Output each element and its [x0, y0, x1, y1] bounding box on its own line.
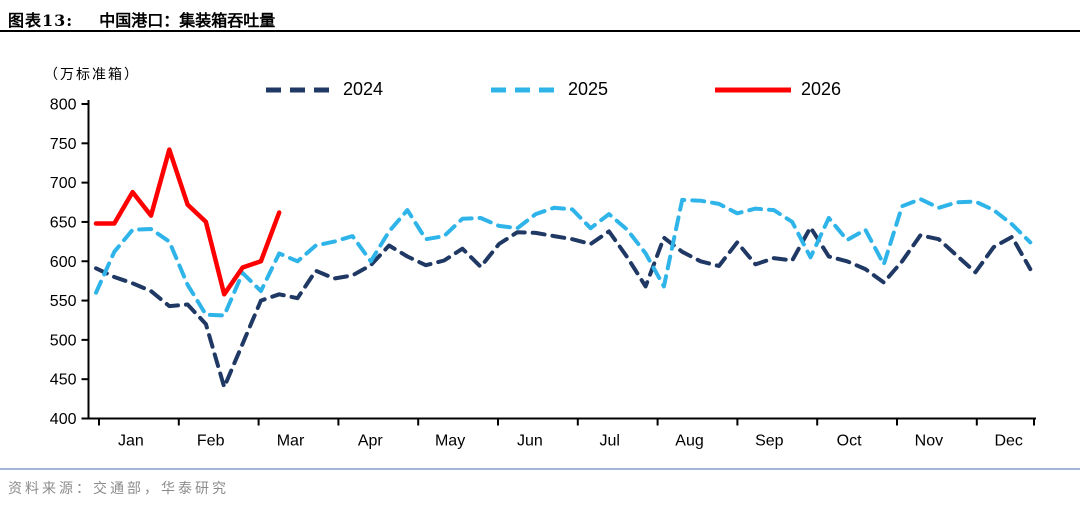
x-tick-label: Feb — [197, 433, 225, 450]
legend-label-2025: 2025 — [567, 79, 609, 99]
chart-axes: 800 750 700 650 600 550 500 450 400 Jan Feb Mar Apr M… — [50, 97, 1036, 450]
x-tick-label: Oct — [837, 433, 862, 450]
x-tick-label: Jan — [118, 433, 144, 450]
legend-item-2026: 2026 — [713, 79, 841, 100]
x-tick-label: May — [435, 433, 465, 450]
y-tick-label: 550 — [50, 293, 77, 310]
title-divider — [0, 30, 1080, 32]
series-line-2026 — [93, 147, 282, 297]
x-tick-label: Sep — [755, 433, 784, 450]
chart-series — [93, 147, 1033, 390]
footer-divider — [0, 468, 1080, 470]
series-line-2024 — [94, 225, 1033, 390]
y-tick-label: 750 — [50, 136, 77, 153]
y-tick-label: 800 — [50, 97, 77, 114]
y-tick-label: 600 — [50, 254, 77, 271]
figure-title-text: 中国港口：集装箱吞吐量 — [99, 11, 276, 30]
figure-title: 图表13: 中国港口：集装箱吞吐量 — [8, 7, 1072, 31]
series-line-2025 — [94, 197, 1033, 318]
x-tick-label: Aug — [675, 433, 703, 450]
legend-item-2024: 2024 — [263, 79, 383, 100]
legend-label-2026: 2026 — [800, 79, 841, 99]
source-note: 资料来源：交通部，华泰研究 — [8, 481, 229, 497]
y-tick-label: 400 — [50, 411, 77, 428]
x-tick-label: Dec — [994, 433, 1022, 450]
legend-item-2025: 2025 — [488, 79, 608, 100]
chart-legend: 2024 2025 2026 — [263, 79, 841, 100]
y-tick-label: 500 — [50, 332, 77, 349]
x-tick-label: Nov — [915, 433, 943, 450]
legend-line-2026-icon — [714, 87, 791, 92]
y-axis-unit-label: （万标准箱） — [44, 67, 140, 83]
y-tick-label: 650 — [50, 214, 77, 231]
x-tick-label: Jul — [599, 433, 619, 450]
chart-svg: 800 750 700 650 600 550 500 450 400 Jan Feb Mar Apr M… — [50, 97, 1036, 450]
legend-dash-2025-icon — [490, 87, 557, 92]
x-tick-label: Mar — [277, 433, 305, 450]
figure-number: 图表13: — [8, 11, 74, 30]
legend-label-2024: 2024 — [343, 79, 384, 99]
y-tick-label: 450 — [50, 372, 77, 389]
x-tick-label: Jun — [517, 433, 543, 450]
x-tick-label: Apr — [358, 433, 384, 450]
legend-dash-2024-icon — [266, 87, 332, 92]
y-tick-label: 700 — [50, 175, 77, 192]
